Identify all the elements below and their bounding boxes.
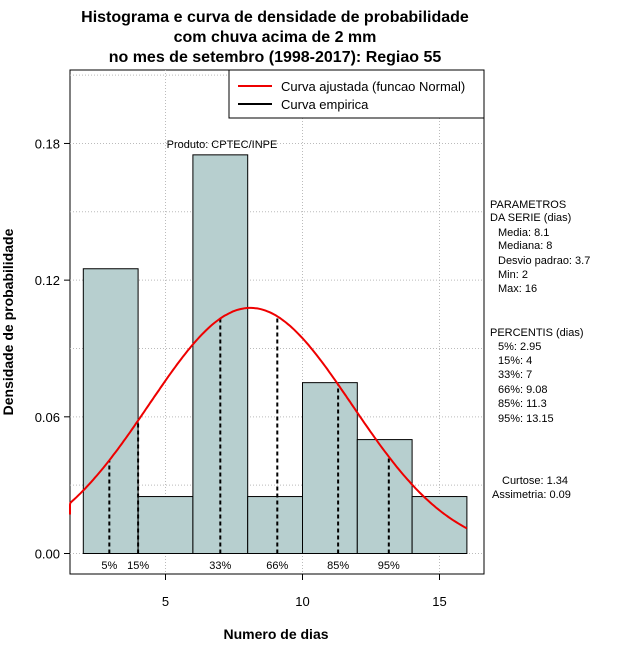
- param-min: Min: 2: [498, 269, 528, 281]
- percentil-5: 5%: 2.95: [498, 341, 541, 353]
- percentil-33: 33%: 7: [498, 369, 532, 381]
- params-title-line-1: PARAMETROS: [490, 199, 566, 211]
- chart-title-line-2: com chuva acima de 2 mm: [174, 29, 377, 46]
- param-desvio: Desvio padrao: 3.7: [498, 255, 590, 267]
- param-media: Media: 8.1: [498, 227, 549, 239]
- param-max: Max: 16: [498, 283, 537, 295]
- curtose: Curtose: 1.34: [502, 475, 568, 487]
- percentile-label-1: 15%: [127, 560, 149, 572]
- percentile-label-3: 66%: [266, 560, 288, 572]
- histogram-bar-5: [356, 439, 413, 555]
- y-tick-label-0: 0.00: [35, 547, 60, 562]
- histogram-bar-4: [302, 382, 358, 554]
- assimetria: Assimetria: 0.09: [492, 489, 571, 501]
- histogram-bar-1: [137, 496, 194, 554]
- percentile-label-5: 95%: [378, 560, 400, 572]
- legend-label-empirical: Curva empirica: [281, 97, 369, 112]
- y-axis-label: Densidade de probabilidade: [0, 228, 16, 415]
- percentil-15: 15%: 4: [498, 355, 532, 367]
- percentil-85: 85%: 11.3: [498, 398, 547, 410]
- legend-box: [228, 69, 485, 119]
- stats-panel: PARAMETROS DA SERIE (dias) Media: 8.1 Me…: [490, 199, 590, 501]
- chart-title-line-3: no mes de setembro (1998-2017): Regiao 5…: [109, 49, 442, 66]
- percentil-66: 66%: 9.08: [498, 384, 548, 396]
- percentile-label-0: 5%: [101, 560, 117, 572]
- x-tick-label-2: 15: [432, 594, 446, 609]
- percentile-label-4: 85%: [327, 560, 349, 572]
- percentil-95: 95%: 13.15: [498, 413, 554, 425]
- param-mediana: Mediana: 8: [498, 240, 552, 252]
- y-tick-label-2: 0.12: [35, 273, 60, 288]
- chart-title-line-1: Histograma e curva de densidade de proba…: [81, 9, 469, 26]
- y-tick-label-1: 0.06: [35, 410, 60, 425]
- y-axis-ticks: 0.00 0.06 0.12 0.18: [35, 136, 70, 562]
- percentis-title: PERCENTIS (dias): [490, 327, 584, 339]
- y-tick-label-3: 0.18: [35, 136, 60, 151]
- histogram-bar-6: [411, 496, 468, 554]
- x-axis-label: Numero de dias: [223, 626, 328, 642]
- normal-fit-curve: [69, 306, 468, 530]
- params-title-line-2: DA SERIE (dias): [490, 212, 571, 224]
- histogram-bar-0: [82, 268, 139, 554]
- legend-label-fit: Curva ajustada (funcao Normal): [281, 79, 465, 94]
- histogram-bars: [82, 154, 468, 555]
- x-tick-label-0: 5: [162, 594, 169, 609]
- percentile-labels: 5% 15% 33% 66% 85% 95%: [101, 560, 400, 572]
- percentile-lines: [108, 316, 390, 554]
- percentile-label-2: 33%: [209, 560, 231, 572]
- x-axis-ticks: 5 10 15: [162, 574, 447, 609]
- x-tick-label-1: 10: [295, 594, 309, 609]
- histogram-bar-3: [247, 496, 303, 554]
- product-label: Produto: CPTEC/INPE: [167, 139, 278, 151]
- legend: Curva ajustada (funcao Normal) Curva emp…: [228, 69, 485, 119]
